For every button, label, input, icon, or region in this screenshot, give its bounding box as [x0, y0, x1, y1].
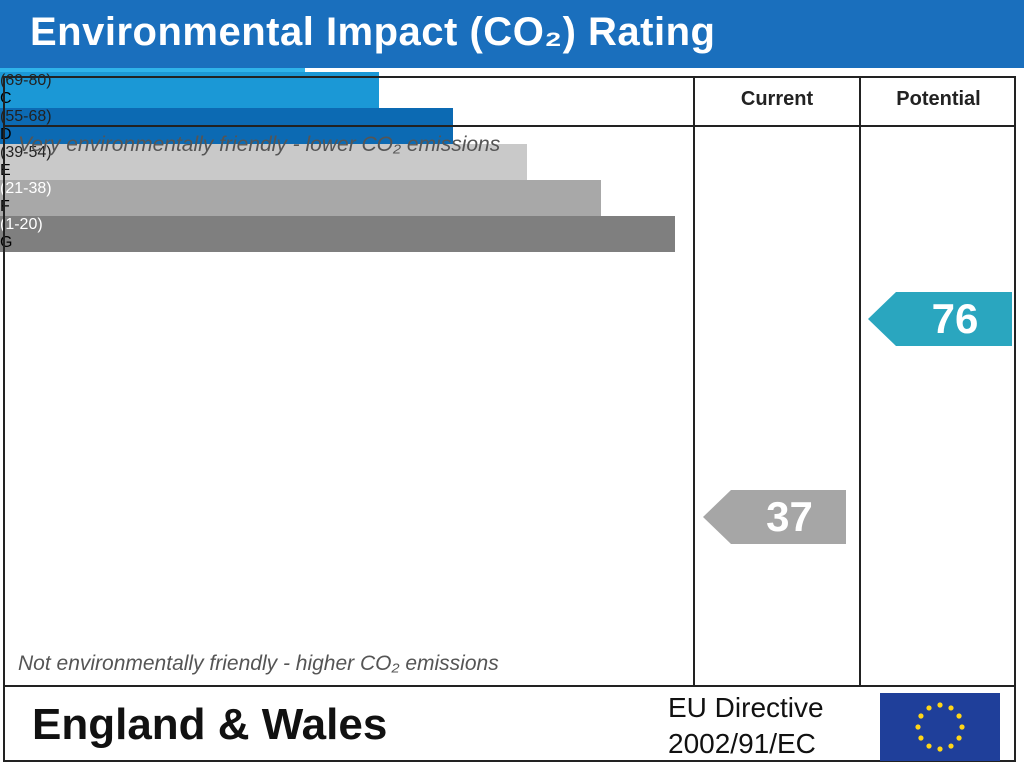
eu-flag	[880, 693, 1000, 761]
arrow-shape	[703, 490, 846, 544]
title: Environmental Impact (CO₂) Rating	[30, 10, 716, 54]
flag-star	[926, 705, 932, 711]
flag-star	[956, 713, 962, 719]
band-range: (55-68)	[0, 108, 52, 125]
current-arrow: 37	[703, 490, 846, 544]
divider	[693, 76, 695, 686]
column-header: Potential	[896, 88, 981, 110]
current-value: 37	[766, 493, 813, 540]
flag-star	[937, 746, 943, 752]
flag-star	[959, 724, 965, 730]
band-range: (1-20)	[0, 216, 43, 233]
arrow-shape	[868, 292, 1012, 346]
band-letter: C	[0, 90, 12, 107]
bottom-note: Not environmentally friendly - higher CO…	[18, 652, 499, 675]
top-note: Very environmentally friendly - lower CO…	[18, 133, 501, 156]
flag-star	[915, 724, 921, 730]
band-range: (39-54)	[0, 144, 52, 161]
directive: 2002/91/EC	[668, 728, 816, 759]
flag-star	[948, 705, 954, 711]
flag-star	[956, 735, 962, 741]
divider	[3, 125, 1016, 127]
frame	[3, 76, 1016, 762]
column-header: Current	[740, 88, 814, 110]
band: (39-54) E	[0, 144, 527, 180]
directive: EU Directive	[668, 692, 824, 723]
region: England & Wales	[32, 700, 388, 749]
band: (21-38) F	[0, 180, 601, 216]
divider	[859, 76, 861, 686]
potential-value: 76	[931, 295, 979, 342]
band-range: (21-38)	[0, 180, 52, 197]
flag-star	[926, 743, 932, 749]
flag-star	[937, 702, 943, 708]
title-bar	[0, 0, 1024, 68]
band-letter: D	[0, 126, 12, 143]
flag-star	[918, 713, 924, 719]
potential-arrow: 76	[868, 292, 1012, 346]
flag-star	[948, 743, 954, 749]
band-letter: E	[0, 162, 11, 179]
band: (1-20) G	[0, 216, 675, 252]
divider	[3, 685, 1016, 687]
flag-star	[918, 735, 924, 741]
